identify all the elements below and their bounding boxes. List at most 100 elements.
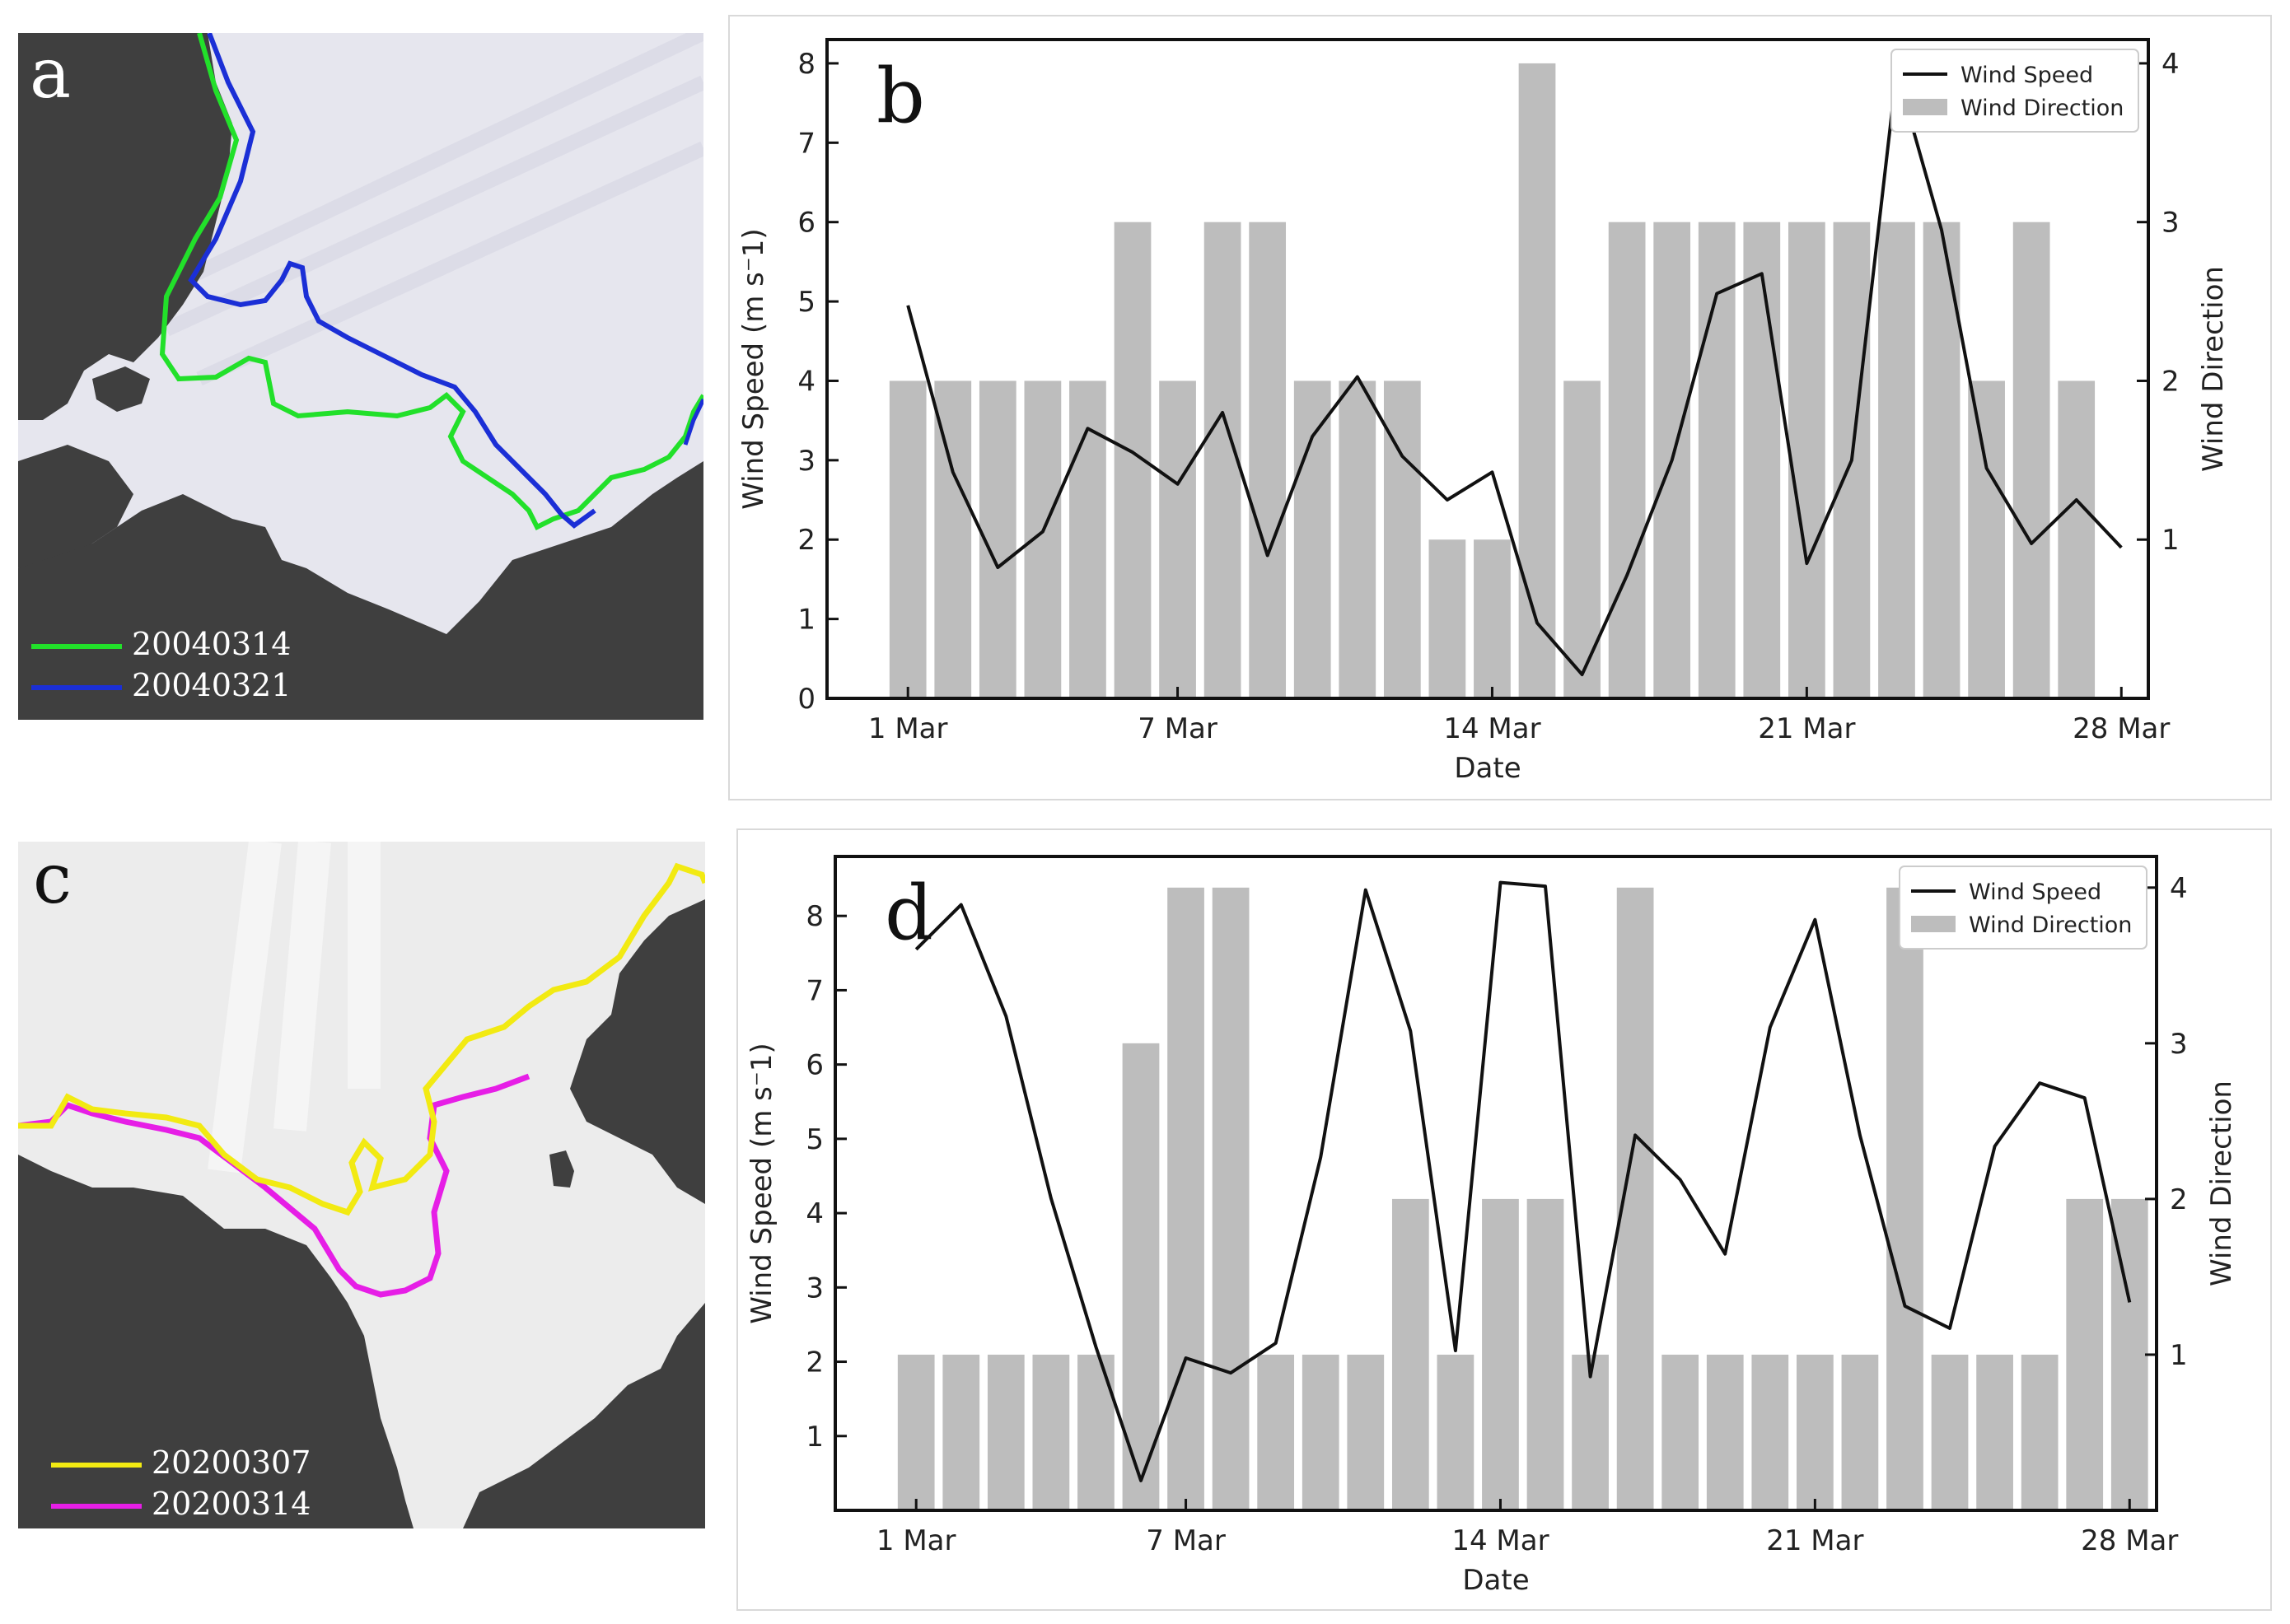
panel-label-a: a (30, 33, 72, 114)
y-right-tick-label: 1 (2170, 1339, 2188, 1372)
legend-label-wind-speed: Wind Speed (1961, 63, 2093, 88)
y-left-tick-label: 8 (806, 900, 824, 933)
y-left-tick-label: 6 (806, 1049, 824, 1082)
wind-direction-bar (1841, 1354, 1879, 1510)
x-tick-label: 28 Mar (2073, 712, 2170, 745)
wind-direction-bar (934, 380, 972, 698)
wind-direction-bar (1482, 1198, 1519, 1510)
x-tick-label: 21 Mar (1766, 1524, 1863, 1557)
land-bay (92, 366, 150, 412)
y-left-tick-label: 5 (797, 286, 816, 319)
wind-direction-bar (1526, 1198, 1564, 1510)
panel-label-b: b (876, 52, 925, 140)
legend-label-20040321: 20040321 (132, 667, 292, 703)
land-west (18, 33, 232, 420)
x-tick-label: 7 Mar (1146, 1524, 1226, 1557)
y-right-tick-label: 2 (2170, 1183, 2188, 1216)
wind-direction-bar (1976, 1354, 2013, 1510)
wind-direction-bar (1706, 1354, 1744, 1510)
streak-pattern (163, 33, 703, 386)
wind-speed-line (906, 69, 2123, 677)
front-20040321-east (683, 398, 703, 446)
wind-direction-bar (1249, 222, 1287, 698)
legend-label-20200307: 20200307 (152, 1444, 311, 1481)
x-axis-label: Date (1454, 752, 1521, 785)
wind-direction-bar (2058, 380, 2096, 698)
plot-frame (825, 38, 2150, 700)
wind-direction-bar (1391, 1198, 1429, 1510)
land-southeast (463, 1303, 705, 1528)
y-right-tick-label: 3 (2170, 1028, 2188, 1061)
panel-label-c: c (33, 842, 72, 919)
wind-direction-bar (2021, 1354, 2059, 1510)
chart-frame-d (736, 828, 2272, 1611)
wind-direction-bar (1788, 222, 1825, 698)
y-left-tick-label: 7 (806, 974, 824, 1007)
wind-direction-bar (1383, 380, 1421, 698)
wind-direction-bar (1931, 1354, 1969, 1510)
x-tick-label: 21 Mar (1758, 712, 1855, 745)
land-southwest (18, 445, 133, 568)
wind-direction-bar (2066, 1198, 2104, 1510)
y-left-axis-label: Wind Speed (m s⁻1) (737, 228, 770, 509)
chart-d: 1 2 3 4 5 6 7 8 1 2 3 4 1 Mar 7 Mar 14 Mar 21 Mar 28 Mar… (745, 855, 2238, 1597)
wind-direction-bar (1024, 380, 1062, 698)
chart-b: 0 1 2 3 4 5 6 7 8 1 2 3 4 1 Mar 7 Mar 14 Mar 21 Mar 28 Ma… (737, 38, 2230, 785)
y-left-tick-label: 1 (806, 1421, 824, 1454)
y-right-tick-label: 4 (2161, 48, 2180, 81)
y-left-tick-label: 7 (797, 127, 816, 160)
legend-line-20200307 (51, 1463, 142, 1468)
map-panel-a: a 20040314 20040321 (18, 33, 703, 720)
wind-direction-bar (1347, 1354, 1385, 1510)
cloud-streaks (208, 842, 381, 1174)
map-legend-c: 20200307 20200314 (51, 1435, 348, 1525)
wind-direction-bar (1878, 222, 1915, 698)
map-c-drawing (18, 842, 705, 1528)
wind-speed-line (914, 880, 2132, 1482)
legend-bar-swatch (1911, 916, 1956, 932)
x-tick-label: 7 Mar (1138, 712, 1217, 745)
legend-box (1890, 49, 2139, 133)
y-left-tick-label: 2 (797, 524, 816, 557)
wind-direction-bar (1122, 1043, 1160, 1510)
wind-direction-bar (1743, 222, 1781, 698)
front-20040321 (188, 33, 596, 529)
wind-direction-bar (1751, 1354, 1789, 1510)
wind-direction-bar (2012, 222, 2050, 698)
y-left-tick-label: 6 (797, 207, 816, 240)
wind-direction-bar (1167, 887, 1204, 1510)
x-tick-label: 28 Mar (2081, 1524, 2178, 1557)
wind-direction-bar (942, 1354, 980, 1510)
x-tick-label: 14 Mar (1451, 1524, 1549, 1557)
wind-direction-bar (1698, 222, 1736, 698)
wind-direction-bar (1886, 887, 1923, 1510)
legend-label-20040314: 20040314 (132, 626, 292, 662)
y-left-tick-label: 4 (806, 1197, 824, 1230)
y-left-tick-label: 3 (797, 445, 816, 478)
wind-direction-bar (1203, 222, 1241, 698)
legend-label-20200314: 20200314 (152, 1486, 311, 1522)
legend-line-20040321 (31, 685, 122, 690)
wind-direction-bar (1796, 1354, 1834, 1510)
wind-direction-bar (1293, 380, 1331, 698)
y-left-axis-label: Wind Speed (m s⁻1) (745, 1043, 778, 1323)
wind-direction-bar (1474, 539, 1511, 698)
y-left-tick-label: 4 (797, 365, 816, 398)
wind-direction-bar (987, 1354, 1025, 1510)
wind-direction-bar (1159, 380, 1196, 698)
y-right-axis-label: Wind Direction (2197, 266, 2230, 472)
y-right-axis-label: Wind Direction (2205, 1080, 2238, 1286)
wind-direction-bar (1661, 1354, 1699, 1510)
y-right-tick-label: 3 (2161, 207, 2180, 240)
wind-direction-bar (1257, 1354, 1295, 1510)
chart-frame-b (728, 15, 2272, 800)
wind-direction-bar (897, 1354, 935, 1510)
wind-direction-bar (889, 380, 927, 698)
wind-direction-bar (1608, 222, 1646, 698)
x-tick-label: 1 Mar (876, 1524, 956, 1557)
wind-direction-bar (1428, 539, 1466, 698)
legend-bar-swatch (1903, 99, 1947, 115)
y-left-tick-label: 8 (797, 48, 816, 81)
front-20040314 (159, 33, 703, 531)
y-left-tick-label: 3 (806, 1272, 824, 1304)
